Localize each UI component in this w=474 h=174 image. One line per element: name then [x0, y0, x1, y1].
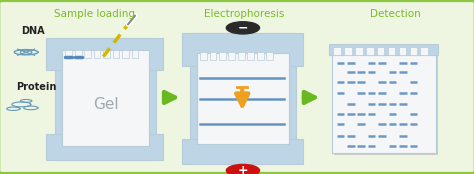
- FancyBboxPatch shape: [238, 52, 245, 60]
- FancyBboxPatch shape: [84, 50, 91, 58]
- Circle shape: [226, 22, 259, 34]
- FancyBboxPatch shape: [46, 38, 163, 70]
- FancyBboxPatch shape: [219, 52, 226, 60]
- FancyBboxPatch shape: [200, 52, 207, 60]
- FancyBboxPatch shape: [247, 52, 254, 60]
- FancyBboxPatch shape: [366, 47, 374, 55]
- FancyBboxPatch shape: [266, 52, 273, 60]
- FancyBboxPatch shape: [329, 44, 438, 55]
- FancyBboxPatch shape: [355, 47, 363, 55]
- FancyBboxPatch shape: [334, 47, 438, 155]
- FancyBboxPatch shape: [344, 47, 352, 55]
- FancyBboxPatch shape: [182, 33, 303, 66]
- FancyBboxPatch shape: [65, 50, 72, 58]
- FancyBboxPatch shape: [333, 47, 341, 55]
- Text: +: +: [237, 164, 248, 174]
- FancyBboxPatch shape: [122, 50, 129, 58]
- FancyBboxPatch shape: [332, 45, 436, 153]
- Circle shape: [226, 164, 259, 174]
- FancyBboxPatch shape: [75, 50, 82, 58]
- FancyBboxPatch shape: [132, 50, 138, 58]
- Text: Detection: Detection: [370, 9, 421, 19]
- Text: DNA: DNA: [21, 26, 45, 36]
- Text: Gel: Gel: [92, 97, 118, 112]
- FancyBboxPatch shape: [103, 50, 110, 58]
- FancyBboxPatch shape: [197, 53, 289, 144]
- Text: Sample loading: Sample loading: [55, 9, 135, 19]
- FancyBboxPatch shape: [182, 139, 303, 164]
- FancyBboxPatch shape: [46, 134, 163, 160]
- FancyBboxPatch shape: [210, 52, 216, 60]
- FancyBboxPatch shape: [388, 47, 395, 55]
- FancyBboxPatch shape: [113, 50, 119, 58]
- FancyBboxPatch shape: [94, 50, 100, 58]
- FancyBboxPatch shape: [228, 52, 235, 60]
- FancyBboxPatch shape: [410, 47, 417, 55]
- FancyBboxPatch shape: [190, 33, 296, 164]
- Text: Protein: Protein: [16, 82, 56, 92]
- Text: Electrophoresis: Electrophoresis: [204, 9, 284, 19]
- FancyBboxPatch shape: [399, 47, 406, 55]
- FancyBboxPatch shape: [420, 47, 428, 55]
- Text: −: −: [237, 21, 248, 34]
- FancyBboxPatch shape: [377, 47, 384, 55]
- FancyBboxPatch shape: [62, 50, 149, 146]
- FancyBboxPatch shape: [55, 38, 156, 160]
- FancyBboxPatch shape: [257, 52, 264, 60]
